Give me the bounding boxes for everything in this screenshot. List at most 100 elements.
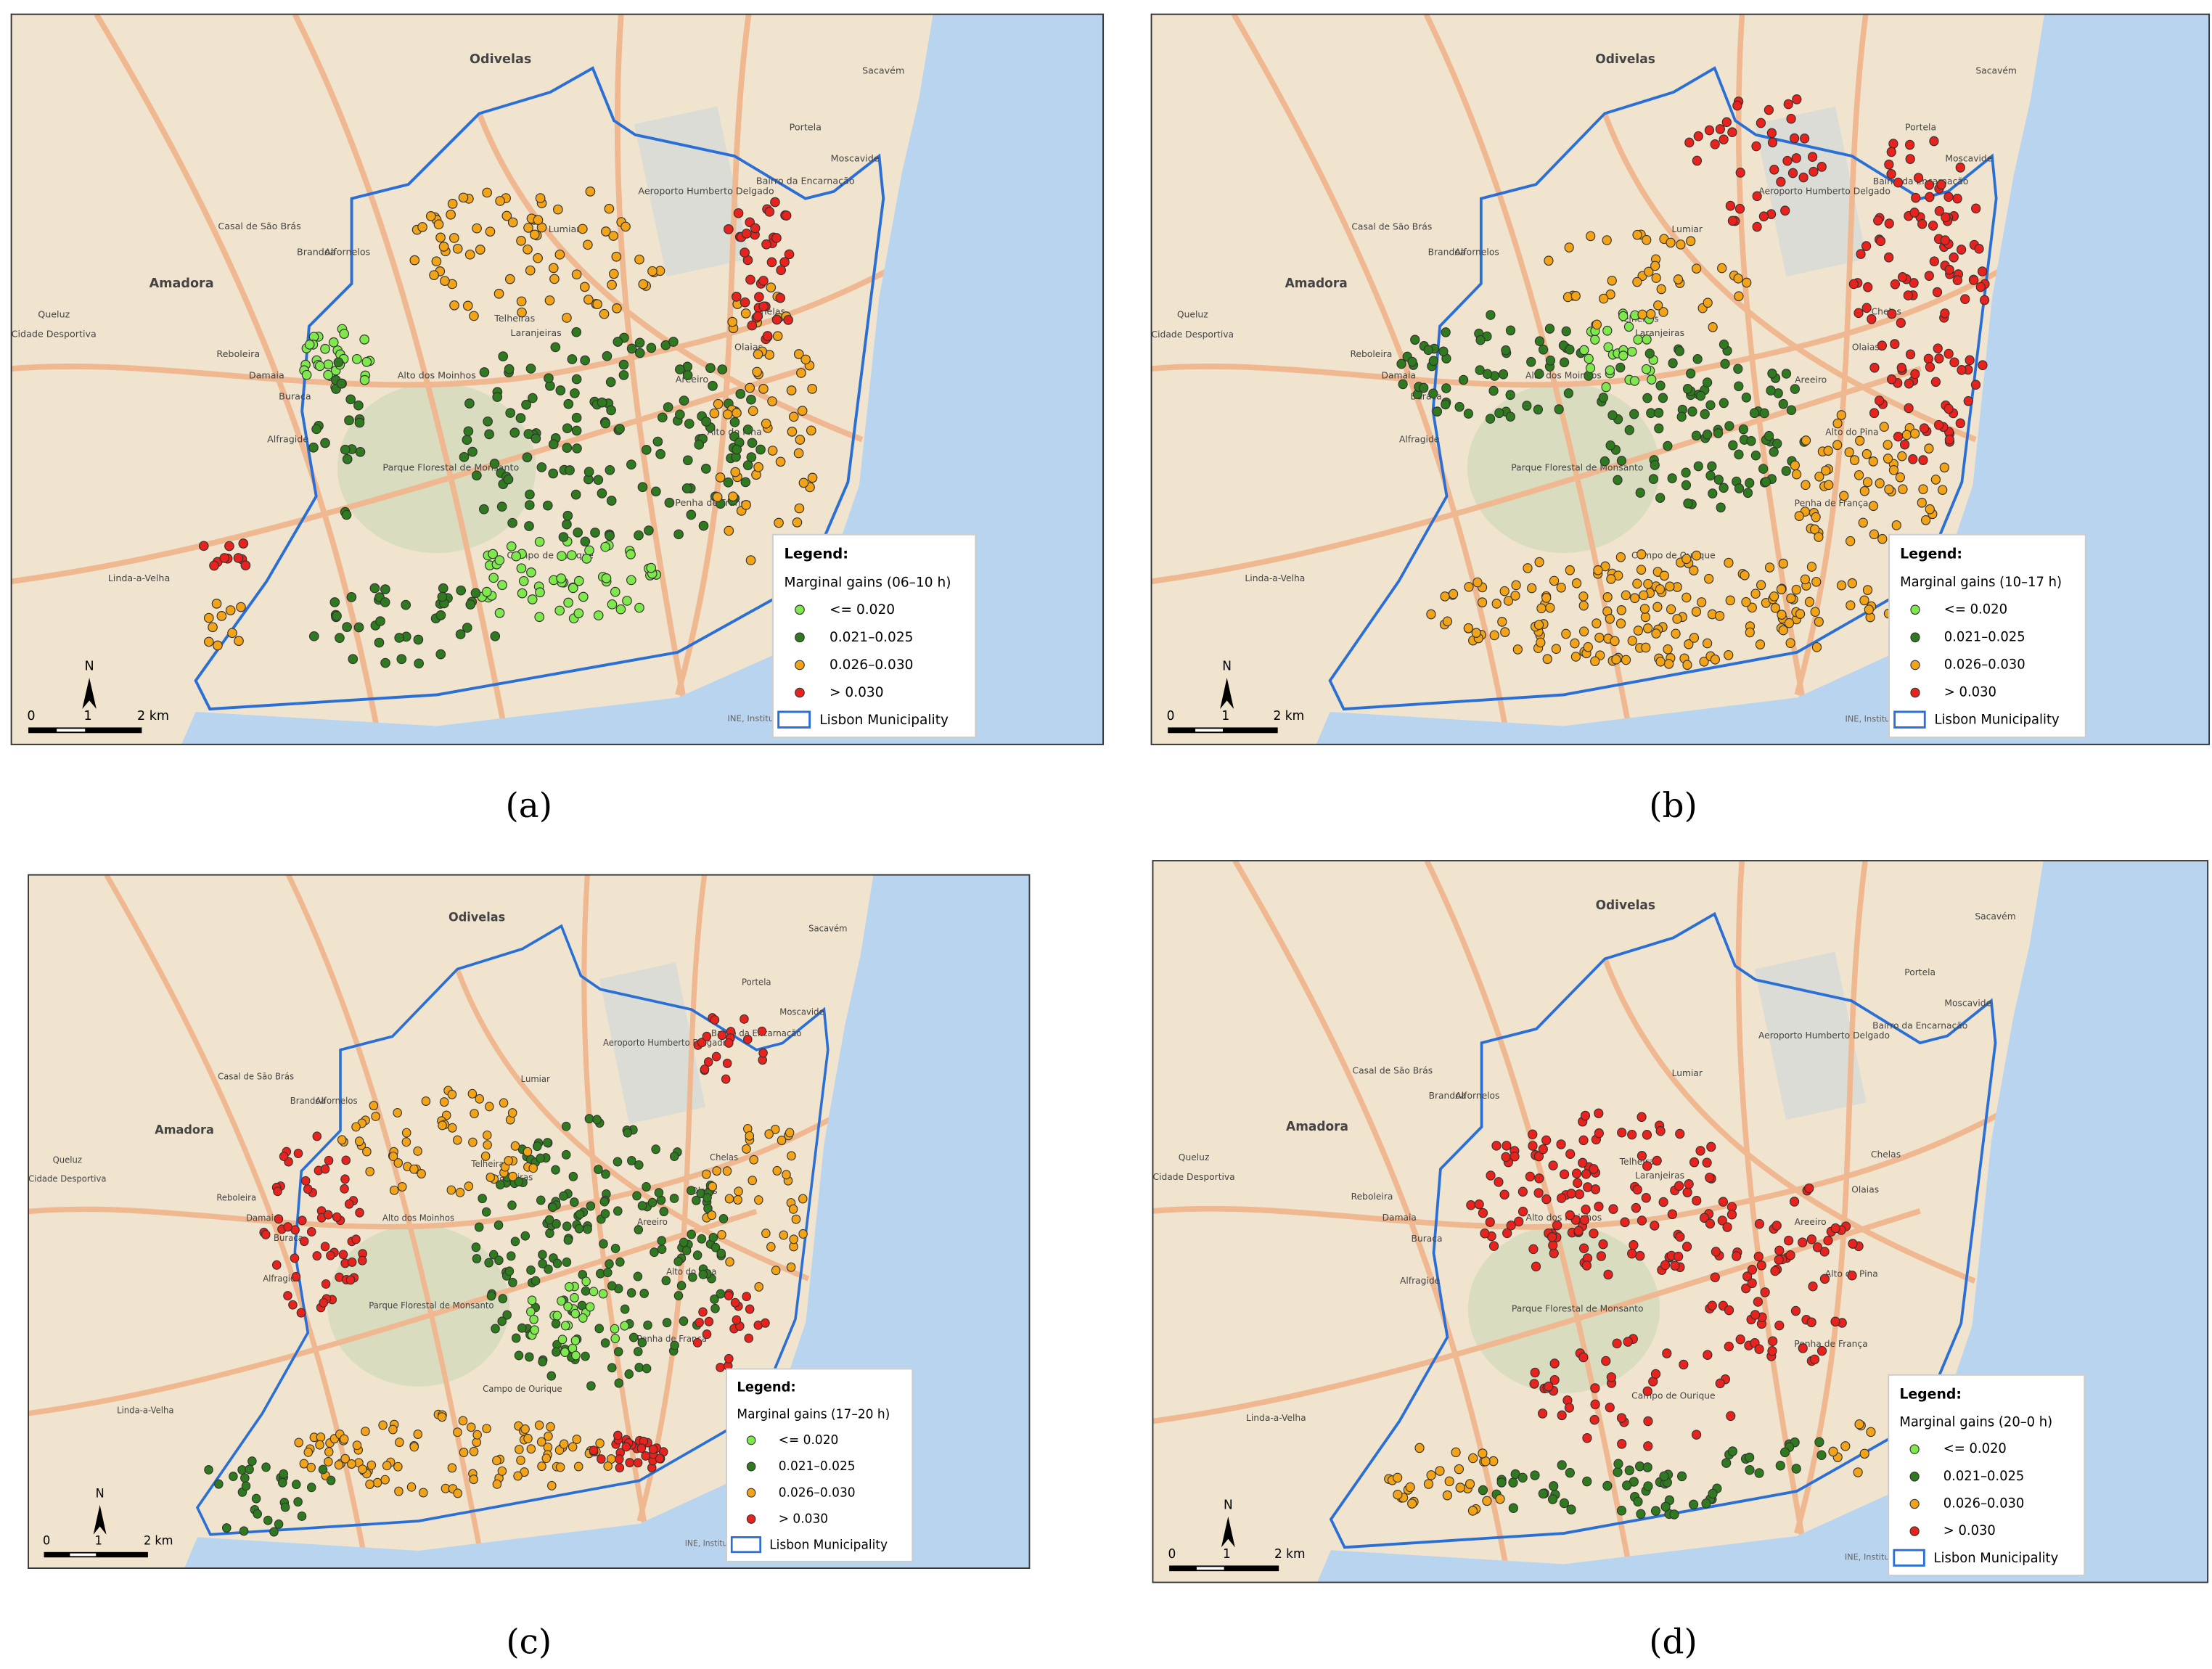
sample-point — [453, 1427, 462, 1438]
sample-point — [1770, 1266, 1780, 1276]
sample-point — [1506, 1221, 1516, 1231]
sample-point — [1615, 362, 1626, 373]
sample-point — [433, 219, 444, 230]
sample-point — [1715, 124, 1726, 134]
sample-point — [1480, 1229, 1490, 1239]
sample-point — [1573, 1226, 1584, 1237]
sample-point — [238, 538, 249, 549]
sample-point — [1862, 477, 1873, 488]
road — [1152, 1208, 1921, 1424]
sample-point — [661, 1276, 671, 1286]
sample-point — [577, 224, 588, 234]
sample-point — [573, 527, 583, 538]
sample-point — [1893, 431, 1904, 442]
sample-point — [1979, 295, 1990, 305]
sample-point — [222, 1523, 232, 1533]
park — [327, 1224, 509, 1387]
sample-point — [1750, 1310, 1761, 1320]
sample-point — [1814, 1437, 1824, 1448]
sample-point — [510, 1237, 520, 1247]
sample-point — [626, 459, 636, 470]
sample-point — [647, 266, 658, 276]
sample-point — [779, 1230, 788, 1240]
sample-point — [1617, 1127, 1627, 1138]
sample-point — [786, 1262, 796, 1272]
sample-point — [229, 1472, 238, 1482]
sample-point — [604, 203, 615, 214]
sample-point — [1556, 582, 1566, 593]
sample-point — [1686, 368, 1696, 379]
sample-point — [1856, 249, 1866, 259]
scale-label: 2 km — [137, 709, 169, 723]
sample-point — [1974, 243, 1984, 254]
sample-point — [1488, 1241, 1499, 1251]
sample-point — [704, 1316, 714, 1326]
sample-point — [697, 1234, 707, 1244]
sample-point — [1810, 524, 1820, 535]
sample-point — [1557, 1410, 1567, 1421]
sample-point — [354, 1136, 364, 1147]
sample-point — [323, 359, 334, 370]
sample-point — [764, 206, 775, 217]
sample-point — [380, 1475, 390, 1485]
sample-point — [579, 282, 590, 292]
sample-point — [1467, 1506, 1478, 1516]
sample-point — [1438, 346, 1449, 357]
legend-swatch — [795, 687, 805, 698]
legend-subtitle: Marginal gains (06–10 h) — [784, 575, 951, 591]
legend-swatch — [795, 632, 805, 643]
sample-point — [492, 392, 503, 402]
sample-point — [1890, 339, 1900, 349]
sample-point — [1869, 408, 1880, 419]
sample-point — [548, 1202, 557, 1213]
sample-point — [1419, 382, 1429, 393]
sample-point — [293, 1148, 303, 1158]
sample-point — [517, 307, 527, 318]
sample-point — [1789, 133, 1800, 144]
sample-point — [708, 1232, 718, 1242]
sample-point — [1749, 408, 1760, 419]
sample-point — [339, 329, 350, 339]
sample-point — [541, 1453, 552, 1464]
sample-point — [555, 385, 566, 395]
sample-point — [491, 1324, 500, 1334]
sample-point — [372, 1477, 382, 1488]
sample-point — [1642, 1462, 1652, 1472]
sample-point — [770, 1124, 780, 1134]
sample-point — [1676, 239, 1686, 250]
sample-point — [298, 1215, 307, 1226]
place-label: Bairro da Encarnação — [1872, 1020, 1967, 1030]
sample-point — [1903, 290, 1913, 300]
sample-point — [446, 1185, 456, 1195]
sample-point — [456, 585, 467, 596]
place-label: Alfragide — [1400, 1275, 1440, 1286]
sample-point — [374, 637, 385, 648]
sample-point — [657, 412, 668, 423]
sample-point — [730, 1297, 740, 1308]
sample-point — [1692, 550, 1702, 561]
sample-point — [1681, 467, 1691, 478]
sample-point — [613, 337, 623, 347]
sample-point — [634, 348, 645, 358]
sample-point — [1811, 512, 1821, 522]
sample-point — [730, 467, 741, 477]
sample-point — [1464, 581, 1474, 592]
sample-point — [731, 292, 742, 302]
place-label: Moscavide — [779, 1006, 824, 1017]
scale-label: 0 — [27, 709, 35, 723]
sample-point — [471, 1242, 481, 1252]
sample-point — [570, 1335, 581, 1345]
sample-point — [380, 657, 390, 668]
sample-point — [554, 605, 565, 616]
sample-point — [1924, 180, 1935, 190]
sample-point — [1426, 1470, 1436, 1480]
sample-point — [380, 584, 390, 594]
sample-point — [1932, 287, 1943, 298]
sample-point — [369, 1101, 379, 1111]
sample-point — [555, 1462, 565, 1472]
sample-point — [528, 1163, 538, 1173]
sample-point — [1643, 623, 1653, 633]
sample-point — [1840, 1441, 1851, 1451]
sample-point — [321, 1279, 331, 1289]
legend-swatch — [1910, 687, 1920, 698]
